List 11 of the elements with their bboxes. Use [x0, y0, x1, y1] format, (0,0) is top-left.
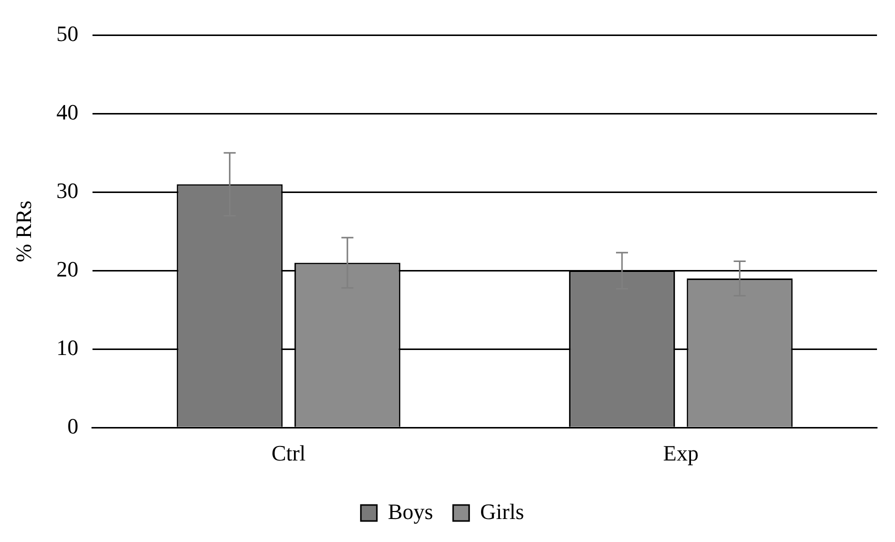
y-axis-title: % RRs [10, 200, 36, 262]
y-tick-label: 50 [56, 20, 78, 46]
legend-label: Girls [480, 498, 524, 524]
x-tick-label: Ctrl [271, 440, 306, 466]
y-tick-label: 10 [56, 334, 78, 360]
x-tick-label: Exp [663, 440, 699, 466]
legend-label: Boys [388, 498, 434, 524]
y-tick-label: 30 [56, 178, 78, 203]
y-tick-label: 40 [56, 99, 78, 124]
y-tick-label: 20 [56, 256, 78, 282]
y-tick-label: 0 [67, 413, 78, 438]
